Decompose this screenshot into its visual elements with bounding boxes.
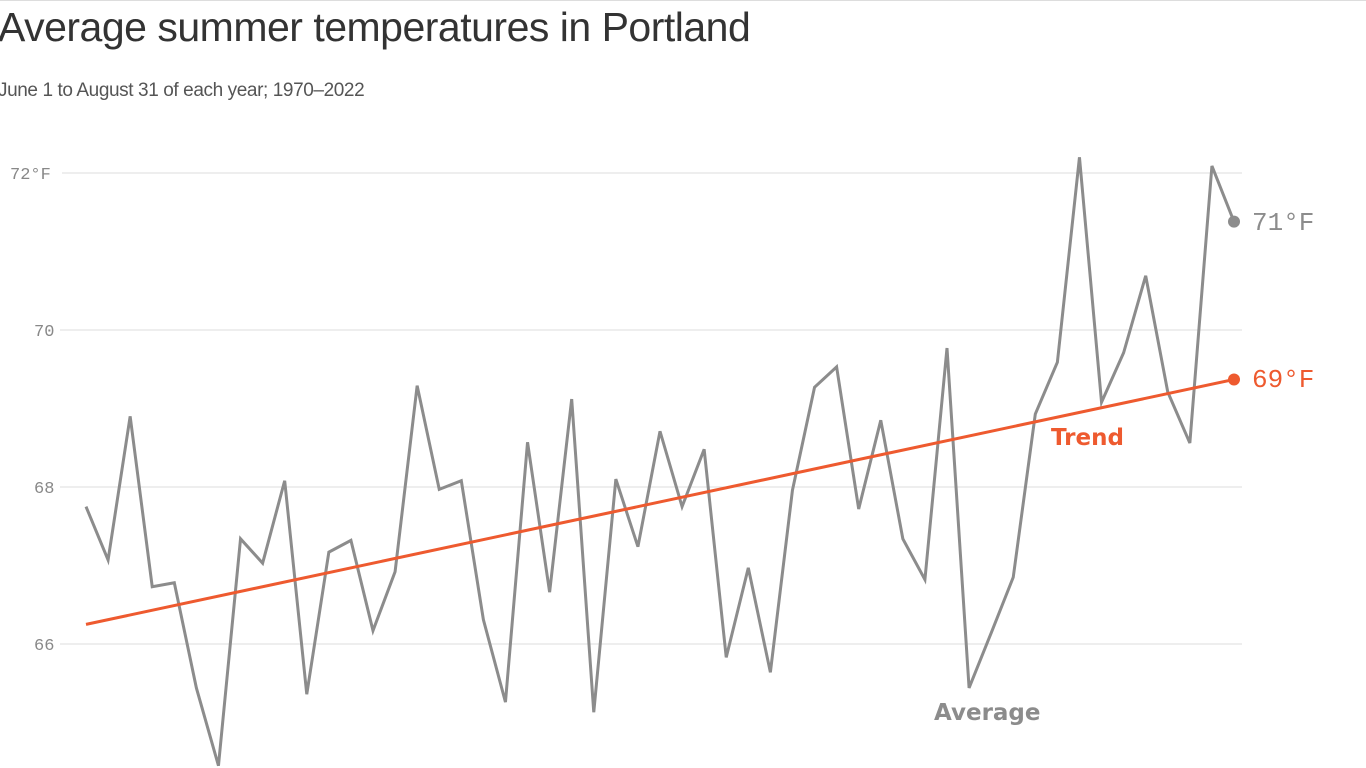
y-tick-label: 66 [34, 637, 54, 656]
series-label-average: Average [934, 700, 1041, 726]
series-label-trend: Trend [1051, 425, 1124, 451]
average-end-dot [1228, 215, 1240, 228]
y-tick-label: 68 [34, 480, 54, 499]
y-tick-label: 70 [34, 323, 54, 342]
trend-end-label: 69°F [1252, 365, 1314, 395]
average-line [84, 157, 1236, 767]
average-end-label: 71°F [1252, 208, 1314, 238]
top-divider [0, 0, 1366, 1]
y-tick-label: 72°F [10, 166, 51, 185]
chart-title: Average summer temperatures in Portland [0, 4, 751, 50]
trend-line [85, 377, 1235, 626]
trend-end-dot [1228, 373, 1240, 386]
chart-subtitle: June 1 to August 31 of each year; 1970–2… [0, 80, 365, 101]
